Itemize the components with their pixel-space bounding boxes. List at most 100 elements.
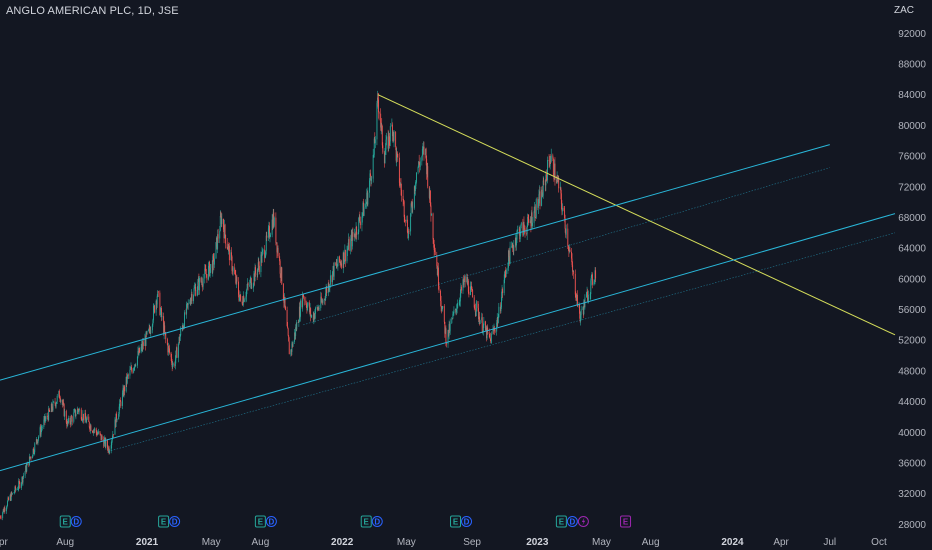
candle xyxy=(312,312,314,322)
price-tick-label: 92000 xyxy=(898,29,926,40)
candle xyxy=(580,305,582,321)
candle xyxy=(43,416,45,430)
candle xyxy=(593,279,595,286)
candle xyxy=(579,311,581,323)
upper-channel-inner-line[interactable] xyxy=(303,167,830,326)
lower-channel-line[interactable] xyxy=(0,213,896,472)
candle xyxy=(526,222,528,241)
candle xyxy=(63,399,65,406)
candle xyxy=(104,437,106,448)
descending-trendline[interactable] xyxy=(377,94,896,336)
dividend-badge[interactable]: D xyxy=(461,516,473,527)
candle xyxy=(386,132,388,146)
candle xyxy=(481,312,483,323)
candle xyxy=(292,341,293,349)
candle xyxy=(361,212,363,232)
candle xyxy=(406,215,408,223)
dividend-badge[interactable]: D xyxy=(566,516,578,527)
candle xyxy=(153,303,155,308)
candle xyxy=(82,410,84,424)
candle xyxy=(209,260,211,277)
time-axis[interactable]: Apr Aug 2021 May Aug 2022 May Sep 2023 May Aug 2024… xyxy=(0,537,887,548)
candle xyxy=(197,278,199,296)
earnings-badge[interactable]: E xyxy=(360,515,372,528)
candle xyxy=(69,415,71,425)
candle xyxy=(497,316,499,327)
candle xyxy=(512,245,514,255)
candle xyxy=(93,428,95,434)
candle xyxy=(294,332,296,340)
lower-channel-inner-line[interactable] xyxy=(107,232,896,452)
candle xyxy=(339,260,341,266)
earnings-badge[interactable]: E xyxy=(158,515,170,528)
candle xyxy=(159,306,161,318)
candle xyxy=(201,277,203,288)
candle xyxy=(333,262,335,281)
candle xyxy=(287,321,289,329)
candle xyxy=(49,409,51,412)
candle xyxy=(194,282,196,289)
candle xyxy=(220,211,222,218)
candle xyxy=(148,328,150,332)
candle xyxy=(301,298,303,309)
candle xyxy=(119,398,121,411)
candle xyxy=(86,414,88,421)
candle xyxy=(290,349,292,357)
candle xyxy=(148,323,150,334)
candle xyxy=(55,401,57,409)
time-tick-label: Apr xyxy=(773,537,789,548)
candle xyxy=(287,327,289,337)
upper-channel-line[interactable] xyxy=(0,144,830,381)
candle xyxy=(432,212,434,244)
candle xyxy=(520,224,522,237)
candle xyxy=(58,390,60,398)
candle xyxy=(32,448,34,457)
candle xyxy=(335,262,337,266)
candle xyxy=(575,293,577,302)
candle xyxy=(539,185,540,196)
lightning-icon[interactable] xyxy=(577,516,589,527)
price-axis[interactable]: 28000 32000 36000 40000 44000 48000 52000 56000… xyxy=(898,29,926,531)
candle xyxy=(458,297,460,307)
candle xyxy=(354,233,356,238)
candle xyxy=(404,219,406,227)
candle xyxy=(14,485,16,494)
candle xyxy=(124,385,126,396)
candle xyxy=(399,178,401,187)
candle xyxy=(340,259,342,268)
candle xyxy=(306,302,308,312)
candle xyxy=(38,435,39,442)
candle xyxy=(455,308,456,314)
candle xyxy=(123,385,124,398)
dividend-badge[interactable]: D xyxy=(265,516,277,527)
candle xyxy=(71,415,73,426)
dividend-badge[interactable]: D xyxy=(371,516,383,527)
time-tick-label: 2021 xyxy=(136,537,159,548)
earnings-badge[interactable]: E xyxy=(555,515,567,528)
candle xyxy=(516,229,518,243)
candle xyxy=(270,232,271,238)
candle xyxy=(537,199,539,214)
earnings-badge[interactable]: E xyxy=(450,515,462,528)
candle xyxy=(190,297,192,306)
earnings-badge[interactable]: E xyxy=(59,515,71,528)
candle xyxy=(466,273,468,283)
candle xyxy=(127,373,129,380)
dividend-badge[interactable]: D xyxy=(169,516,181,527)
candle xyxy=(22,476,23,485)
candle xyxy=(478,311,480,325)
candle xyxy=(109,449,111,455)
earnings-badge[interactable]: E xyxy=(620,515,632,528)
candle xyxy=(95,427,97,436)
candle xyxy=(431,213,432,216)
candle xyxy=(223,225,225,244)
candle xyxy=(97,428,99,435)
dividend-badge[interactable]: D xyxy=(70,516,82,527)
earnings-badge[interactable]: E xyxy=(254,515,266,528)
candle xyxy=(141,340,143,352)
candle xyxy=(403,200,405,223)
drawing-tools[interactable] xyxy=(0,94,896,472)
candle xyxy=(294,328,296,345)
